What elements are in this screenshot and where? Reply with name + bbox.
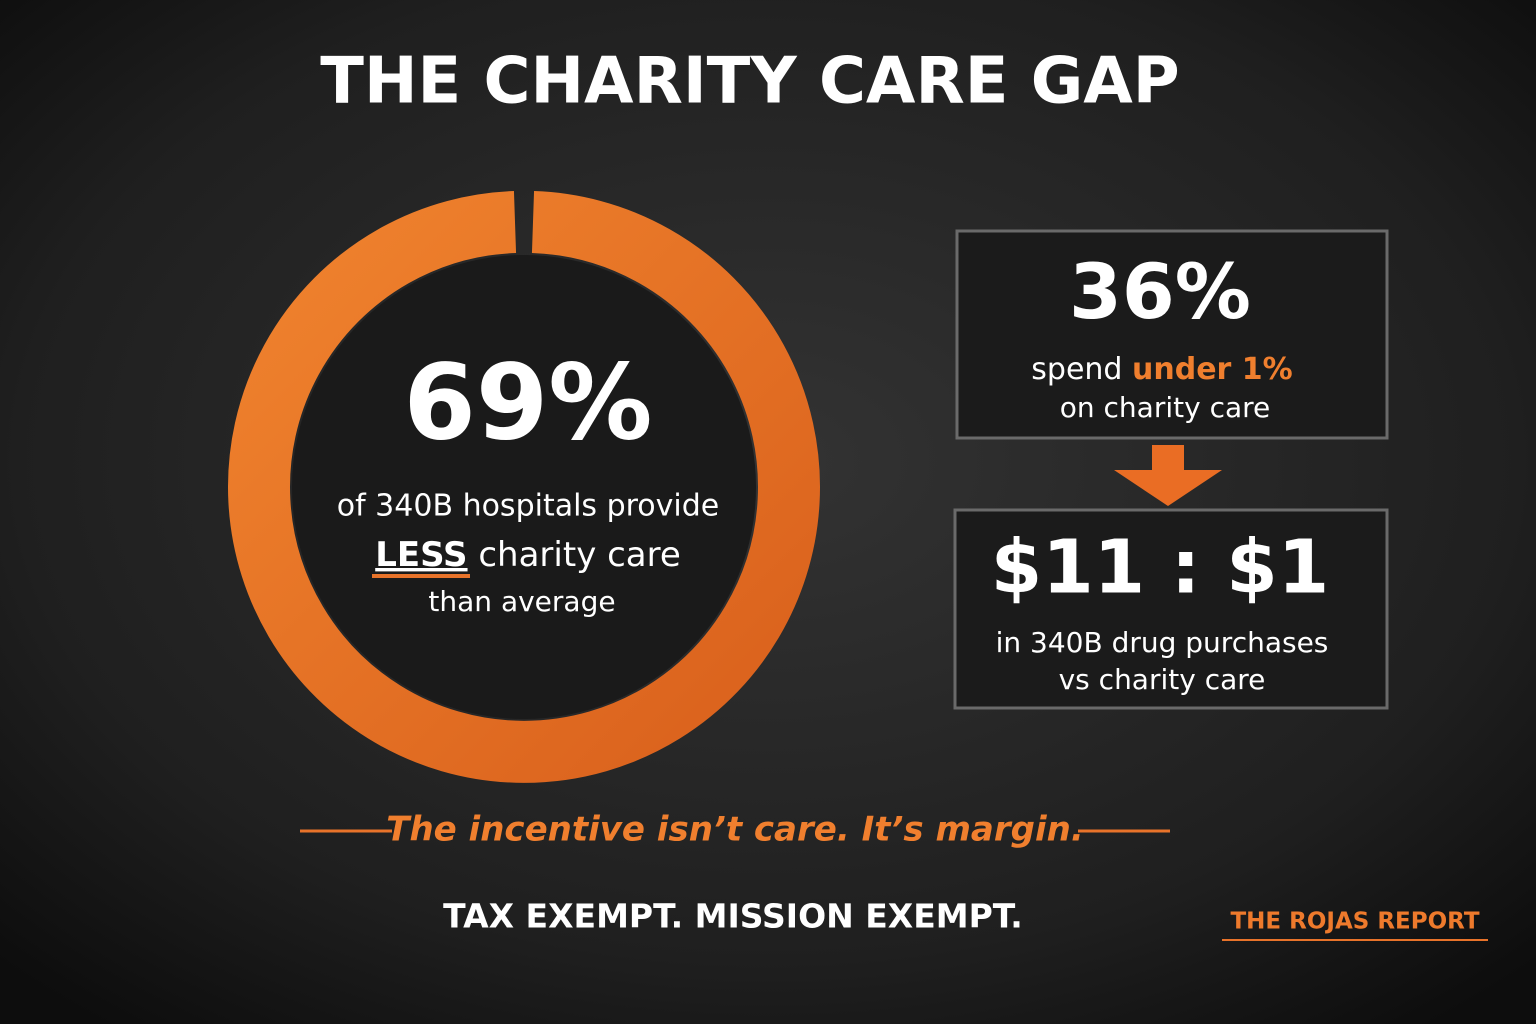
ring-emphasis: LESS	[375, 535, 467, 575]
box1-value: 36%	[1069, 247, 1251, 336]
ring-inner	[292, 255, 756, 719]
stat-box	[953, 508, 1389, 710]
box2-line1: in 340B drug purchases	[996, 626, 1329, 659]
ring-line3: than average	[428, 585, 615, 618]
box1-line1: spend under 1%	[1031, 352, 1292, 387]
box2-line2: vs charity care	[1059, 663, 1266, 696]
ring-line2-rest: charity care	[468, 535, 681, 575]
box1-highlight: under 1%	[1132, 352, 1293, 387]
ring-line1: of 340B hospitals provide	[337, 489, 720, 524]
box1-line2: on charity care	[1060, 391, 1271, 424]
stat-box	[955, 229, 1389, 440]
tagline: The incentive isn’t care. It’s margin.	[386, 810, 1083, 850]
arrow	[1114, 445, 1222, 506]
box2-value: $11 : $1	[991, 525, 1330, 611]
box1-lead: spend	[1031, 352, 1132, 387]
ring	[228, 191, 820, 783]
slogan: TAX EXEMPT. MISSION EXEMPT.	[443, 897, 1023, 936]
ring-value: 69%	[404, 341, 653, 463]
ring-line2: LESS charity care	[375, 535, 681, 575]
brand: THE ROJAS REPORT	[1230, 909, 1479, 935]
title: THE CHARITY CARE GAP	[320, 45, 1179, 119]
